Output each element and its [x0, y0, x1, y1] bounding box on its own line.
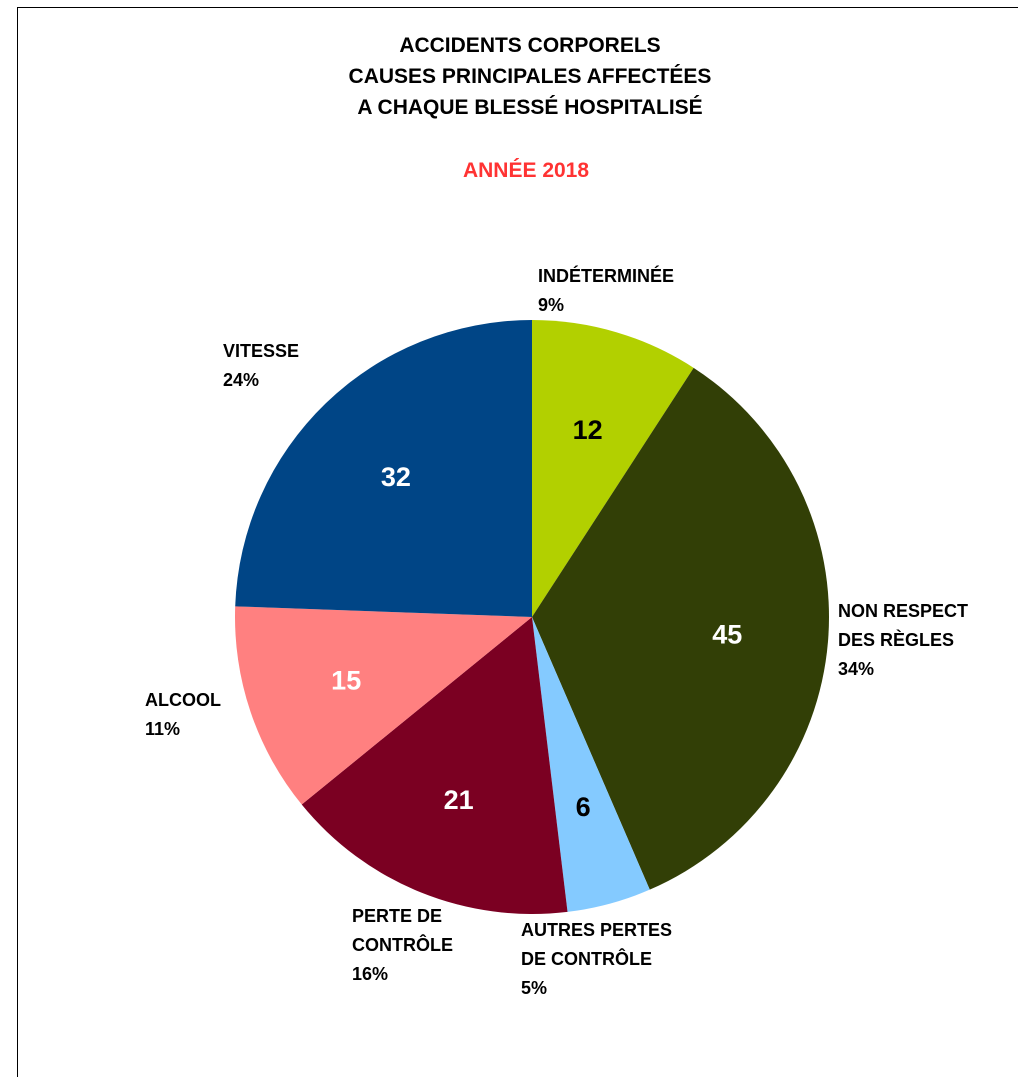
slice-category-label: NON RESPECT	[838, 601, 968, 621]
slice-value-label: 21	[444, 785, 474, 815]
slice-value-label: 32	[381, 462, 411, 492]
chart-title: ACCIDENTS CORPORELS CAUSES PRINCIPALES A…	[349, 34, 712, 119]
slice-category-label: VITESSE	[223, 341, 299, 361]
slice-category-label: DES RÈGLES	[838, 629, 954, 650]
slice-category-label: ALCOOL	[145, 690, 221, 710]
slice-category-label: AUTRES PERTES	[521, 920, 672, 940]
slice-category-label: DE CONTRÔLE	[521, 948, 652, 969]
pie-slice	[532, 320, 694, 617]
chart-frame	[17, 7, 1018, 1077]
slice-value-label: 12	[573, 415, 603, 445]
slice-value-label: 6	[576, 792, 591, 822]
title-line-1: ACCIDENTS CORPORELS	[399, 34, 660, 57]
slice-percent-label: 24%	[223, 370, 259, 390]
slice-category-label: CONTRÔLE	[352, 934, 453, 955]
slice-percent-label: 16%	[352, 964, 388, 984]
slice-category-labels: INDÉTERMINÉE 9% NON RESPECT DES RÈGLES 34% AU…	[145, 265, 968, 998]
chart-subtitle: ANNÉE 2018	[463, 159, 589, 182]
pie-slice	[234, 606, 533, 805]
pie-slice	[235, 320, 532, 617]
title-line-3: A CHAQUE BLESSÉ HOSPITALISÉ	[357, 96, 702, 119]
pie-slices	[234, 320, 830, 915]
slice-percent-label: 9%	[538, 295, 564, 315]
slice-value-label: 15	[331, 665, 361, 695]
slice-percent-label: 5%	[521, 978, 547, 998]
pie-slice	[532, 617, 650, 912]
slice-category-label: PERTE DE	[352, 906, 442, 926]
slice-percent-label: 11%	[145, 719, 180, 739]
pie-slice	[301, 617, 568, 915]
slice-value-label: 45	[712, 619, 742, 649]
slice-category-label: INDÉTERMINÉE	[538, 265, 674, 286]
pie-slice	[532, 367, 830, 890]
slice-percent-label: 34%	[838, 659, 874, 679]
title-line-2: CAUSES PRINCIPALES AFFECTÉES	[349, 65, 712, 88]
slice-value-labels: 12 45 6 21 15 32	[331, 415, 742, 822]
